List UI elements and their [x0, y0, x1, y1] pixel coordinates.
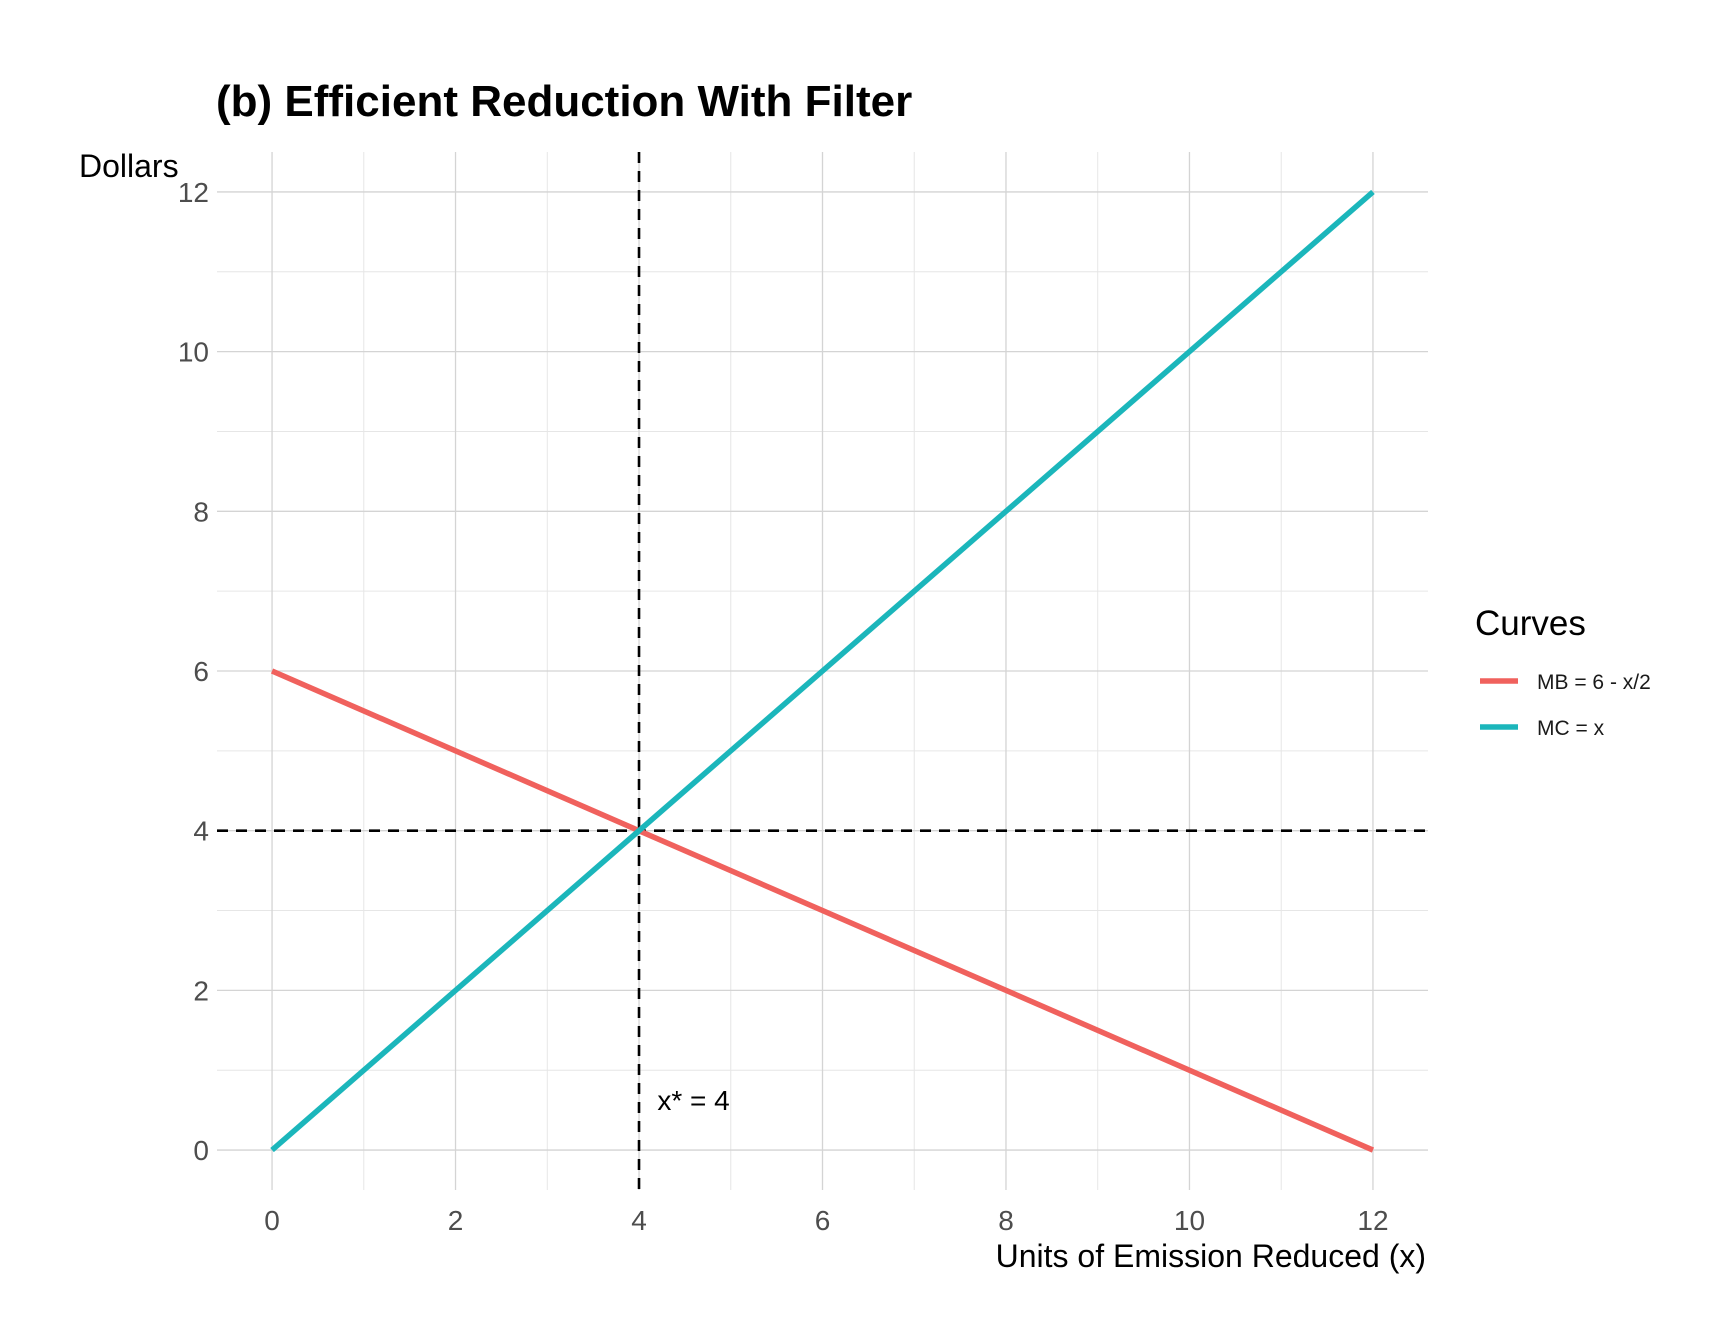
reference-lines — [217, 152, 1428, 1190]
chart-title: (b) Efficient Reduction With Filter — [216, 77, 912, 126]
x-axis-ticks: 0 2 4 6 8 10 12 — [264, 1205, 1388, 1236]
series-line-0 — [270, 668, 1375, 1153]
y-tick-label: 10 — [178, 337, 209, 368]
y-tick-label: 8 — [193, 496, 209, 527]
x-tick-label: 4 — [631, 1205, 647, 1236]
y-tick-label: 12 — [178, 177, 209, 208]
x-tick-label: 2 — [448, 1205, 464, 1236]
legend-items: MB = 6 - x/2 MC = x — [1480, 671, 1651, 740]
series-line-1 — [270, 189, 1375, 1153]
y-tick-label: 2 — [193, 975, 209, 1006]
x-tick-label: 10 — [1174, 1205, 1205, 1236]
y-tick-label: 0 — [193, 1135, 209, 1166]
legend-title: Curves — [1475, 604, 1586, 643]
x-tick-label: 8 — [998, 1205, 1014, 1236]
x-axis-title: Units of Emission Reduced (x) — [996, 1238, 1426, 1274]
x-tick-label: 6 — [815, 1205, 831, 1236]
legend: Curves MB = 6 - x/2 MC = x — [1475, 604, 1651, 740]
y-axis-title: Dollars — [79, 148, 179, 184]
y-tick-label: 4 — [193, 816, 209, 847]
x-tick-label: 12 — [1357, 1205, 1388, 1236]
equilibrium-annotation: x* = 4 — [657, 1085, 729, 1116]
y-tick-label: 6 — [193, 656, 209, 687]
legend-label-1: MC = x — [1537, 717, 1605, 740]
series-lines — [270, 189, 1375, 1153]
y-axis-ticks: 0 2 4 6 8 10 12 — [178, 177, 209, 1166]
x-tick-label: 0 — [264, 1205, 280, 1236]
legend-label-0: MB = 6 - x/2 — [1537, 671, 1651, 694]
